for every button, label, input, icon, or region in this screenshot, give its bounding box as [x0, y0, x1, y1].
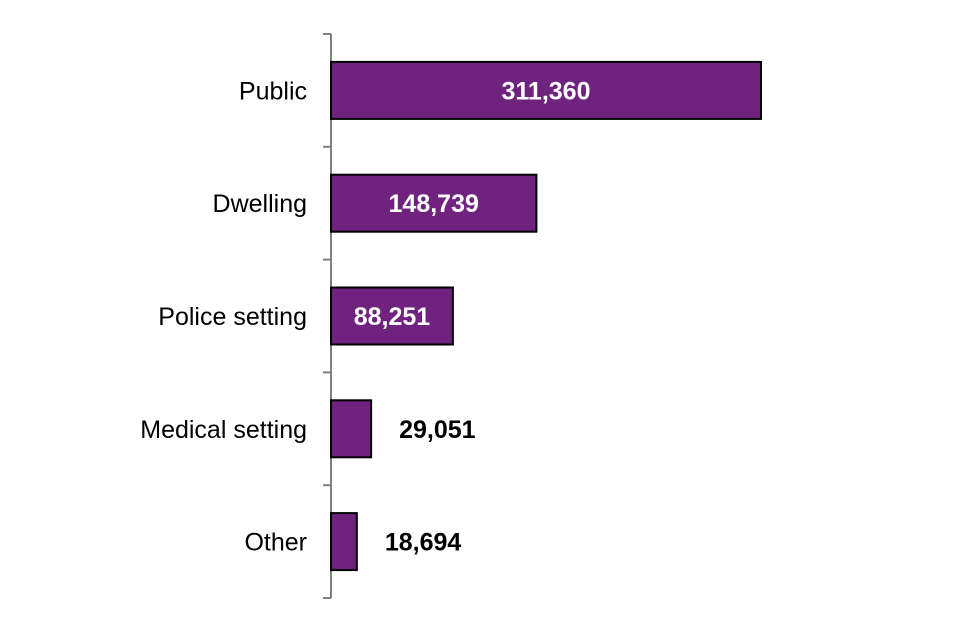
category-label: Public [239, 77, 307, 105]
bar-medical-setting [330, 399, 373, 459]
bar-dwelling [330, 173, 538, 233]
value-label: 148,739 [389, 190, 479, 218]
bar-other [330, 512, 358, 572]
category-label: Dwelling [213, 190, 307, 218]
bar-police-setting [330, 286, 454, 346]
value-label: 311,360 [502, 77, 591, 105]
category-label: Other [244, 529, 307, 557]
value-label: 88,251 [354, 303, 431, 331]
category-label: Police setting [158, 303, 307, 331]
category-labels: Public Dwelling Police setting Medical sett… [140, 77, 307, 556]
value-labels: 311,360 148,739 88,251 29,051 18,694 [354, 77, 591, 556]
y-axis [323, 33, 332, 599]
value-label: 29,051 [399, 416, 476, 444]
bars [330, 60, 762, 572]
category-label: Medical setting [140, 416, 307, 444]
bar-public [330, 60, 762, 120]
value-label: 18,694 [385, 529, 462, 557]
